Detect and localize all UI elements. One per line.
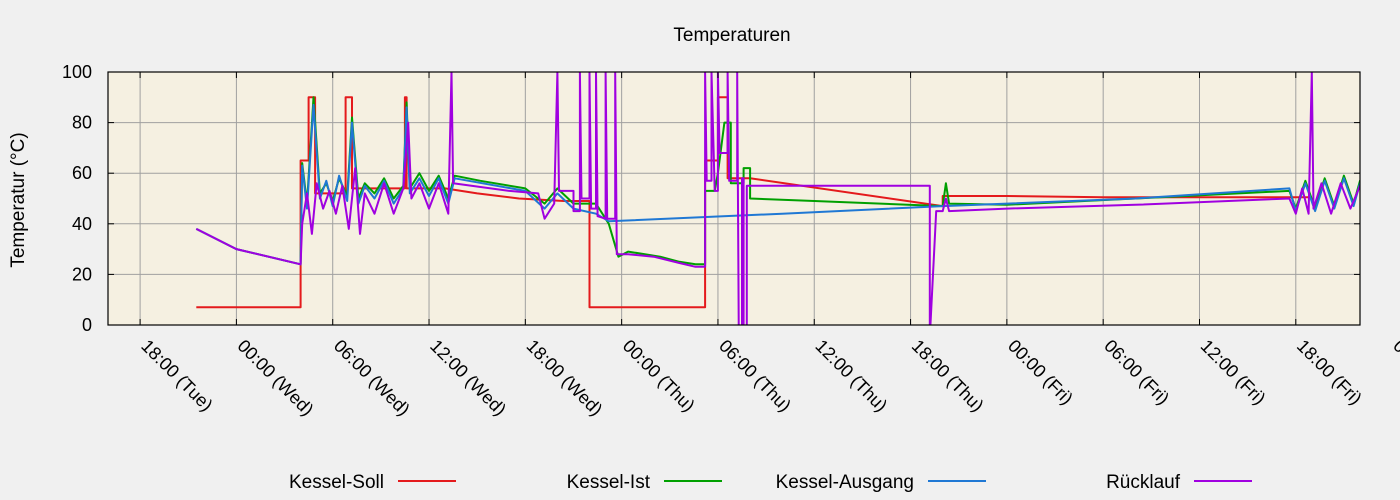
y-tick-label: 0: [82, 315, 92, 335]
y-tick-label: 80: [72, 113, 92, 133]
plot-area: [108, 72, 1360, 325]
x-tick-label: 06:00 (Thu): [715, 336, 795, 416]
x-tick-label: 18:00 (Fri): [1293, 336, 1366, 409]
x-tick-label: 00:00 (Wed): [234, 336, 318, 420]
x-tick-label: 18:00 (Wed): [523, 336, 607, 420]
y-tick-label: 60: [72, 163, 92, 183]
x-tick-label: 18:00 (Thu): [908, 336, 988, 416]
y-tick-label: 40: [72, 214, 92, 234]
legend: Kessel-Soll Kessel-Ist Kessel-Ausgang Rückl…: [289, 472, 1252, 493]
y-axis-label: Temperatur (°C): [8, 132, 29, 267]
series-layer: [195, 72, 1360, 325]
x-tick-label: 00:00 (Sat): [1389, 336, 1400, 413]
legend-label: Kessel-Soll: [289, 472, 384, 493]
x-tick-label: 12:00 (Thu): [811, 336, 891, 416]
x-tick-label: 12:00 (Fri): [1197, 336, 1270, 409]
plot-frame: [107, 71, 1361, 326]
x-tick-label: 00:00 (Thu): [619, 336, 699, 416]
legend-label: Kessel-Ausgang: [776, 472, 914, 493]
x-tick-label: 06:00 (Fri): [1100, 336, 1173, 409]
x-tick-label: 06:00 (Wed): [330, 336, 414, 420]
legend-label: Rücklauf: [1106, 472, 1181, 493]
y-tick-label: 100: [62, 62, 92, 82]
series-line-3: [195, 103, 1360, 266]
x-tick-label: 12:00 (Wed): [426, 336, 510, 420]
y-tick-label: 20: [72, 264, 92, 284]
x-tick-label: 00:00 (Fri): [1004, 336, 1077, 409]
x-tick-label: 18:00 (Tue): [137, 336, 216, 415]
chart-title: Temperaturen: [673, 25, 790, 46]
y-axis: 0 20 40 60 80 100: [62, 62, 1360, 335]
legend-label: Kessel-Ist: [567, 472, 651, 493]
series-line-4: [195, 72, 1360, 325]
